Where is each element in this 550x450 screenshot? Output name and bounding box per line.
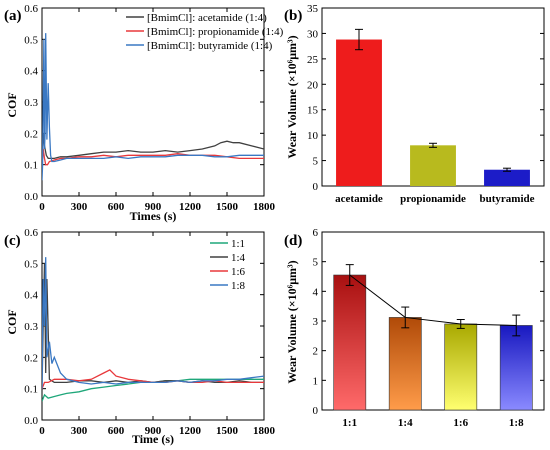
panel-a-y-tick-label: 0.2 [24, 128, 38, 140]
panel-c-label: (c) [4, 233, 21, 249]
panel-a-x-tick-label: 300 [71, 201, 88, 213]
panel-b-wear-volume-bars: (b) Wear Volume (×10⁶μm³) 0 5 10 15 20 25 30 35… [284, 3, 545, 205]
panel-b-y-tick-label: 0 [313, 181, 319, 193]
panel-c-cof-vs-time: (c) COF Time (s) 0.0 0.1 0.2 0.3 0.4 0.5 0.6 0 3… [4, 227, 276, 446]
panel-a-y-tick-label: 0.0 [24, 191, 38, 203]
panel-b-y-tick-label: 30 [307, 28, 319, 40]
panel-d-label: (d) [284, 233, 302, 249]
panel-d-y-tick-label: 2 [313, 346, 319, 358]
panel-b-y-tick-label: 25 [307, 54, 319, 66]
panel-b-category-label-1: acetamide [335, 193, 383, 205]
panel-d-wear-volume-bars: (d) Wear Volume (×10⁶μm³) 0 1 2 3 4 5 6 1:1 1:4 1… [284, 227, 545, 429]
panel-d-y-tick-label: 0 [313, 405, 319, 417]
panel-b-label: (b) [284, 8, 302, 24]
panel-c-y-tick-label: 0.6 [24, 227, 38, 239]
panel-c-y-axis-title: COF [5, 309, 19, 334]
panel-a-y-tick-label: 0.4 [24, 66, 38, 78]
panel-c-y-tick-label: 0.5 [24, 258, 38, 270]
panel-d-y-axis-title: Wear Volume (×10⁶μm³) [285, 260, 299, 383]
panel-a-series-line-3 [42, 33, 264, 181]
panel-d-bar-4 [499, 325, 533, 411]
panel-d-y-tick-label: 4 [313, 286, 319, 298]
panel-a-x-tick-label: 1200 [179, 201, 202, 213]
panel-b-y-tick-label: 20 [307, 79, 319, 91]
panel-b-y-tick-label: 15 [307, 105, 319, 117]
panel-b-category-label-3: butyramide [480, 193, 535, 205]
panel-c-legend-label-2: 1:4 [231, 252, 246, 264]
panel-a-label: (a) [4, 8, 22, 24]
panel-a-x-tick-label: 900 [145, 201, 162, 213]
panel-d-y-tick-label: 6 [313, 227, 319, 239]
panel-a-x-tick-label: 1800 [253, 201, 276, 213]
panel-c-series-line-3 [42, 369, 264, 389]
panel-c-x-axis-title: Time (s) [132, 432, 174, 446]
panel-d-y-tick-label: 1 [313, 375, 319, 387]
panel-c-y-tick-label: 0.4 [24, 290, 38, 302]
panel-d-category-label-2: 1:4 [398, 417, 413, 429]
panel-a-y-axis-title: COF [5, 92, 19, 117]
panel-c-y-tick-label: 0.3 [24, 321, 38, 333]
panel-c-legend-label-1: 1:1 [231, 238, 245, 250]
panel-a-legend-label-3: [BmimCl]: butyramide (1:4) [147, 40, 273, 52]
panel-d-category-label-3: 1:6 [453, 417, 468, 429]
panel-c-legend-label-4: 1:8 [231, 280, 246, 292]
panel-c-x-tick-label: 900 [145, 425, 162, 437]
panel-a-legend-label-1: [BmimCl]: acetamide (1:4) [147, 12, 267, 24]
panel-c-y-tick-label: 0.0 [24, 415, 38, 427]
panel-d-bar-2 [388, 317, 422, 411]
panel-b-y-tick-label: 35 [307, 3, 319, 15]
panel-d-bar-3 [444, 323, 478, 411]
panel-d-y-tick-label: 5 [313, 257, 319, 269]
panel-c-series-line-2 [42, 263, 264, 389]
panel-c-y-tick-label: 0.2 [24, 352, 38, 364]
panel-b-category-label-2: propionamide [400, 193, 466, 205]
panel-b-bar-2 [410, 145, 456, 186]
panel-a-y-tick-label: 0.3 [24, 97, 38, 109]
panel-c-legend-label-3: 1:6 [231, 266, 246, 278]
panel-b-bar-3 [484, 169, 530, 186]
panel-b-bar-1 [336, 39, 382, 186]
panel-b-y-tick-label: 5 [313, 156, 319, 168]
panel-c-y-tick-label: 0.1 [24, 384, 38, 396]
panel-d-bar-1 [333, 274, 367, 411]
panel-a-x-tick-label: 0 [39, 201, 45, 213]
panel-c-x-tick-label: 1200 [179, 425, 202, 437]
panel-a-x-tick-label: 600 [108, 201, 125, 213]
panel-d-category-label-4: 1:8 [509, 417, 524, 429]
panel-c-series-line-4 [42, 257, 264, 389]
panel-c-x-tick-label: 0 [39, 425, 45, 437]
panel-a-y-tick-label: 0.6 [24, 3, 38, 15]
panel-c-x-tick-label: 1500 [216, 425, 239, 437]
panel-d-trend-line [349, 274, 517, 326]
panel-a-series-line-1 [42, 133, 264, 171]
panel-a-y-tick-label: 0.5 [24, 34, 38, 46]
panel-a-x-axis-title: Times (s) [130, 209, 177, 223]
panel-c-x-tick-label: 600 [108, 425, 125, 437]
panel-b-y-axis-title: Wear Volume (×10⁶μm³) [285, 35, 299, 158]
panel-a-y-tick-label: 0.1 [24, 160, 38, 172]
panel-c-series-line-1 [42, 378, 264, 402]
panel-c-x-tick-label: 300 [71, 425, 88, 437]
panel-a-x-tick-label: 1500 [216, 201, 239, 213]
panel-b-y-tick-label: 10 [307, 130, 319, 142]
panel-d-y-tick-label: 3 [313, 316, 319, 328]
panel-a-cof-vs-time: (a) COF Times (s) 0.0 0.1 0.2 0.3 0.4 0.5 0.6 0… [4, 3, 284, 223]
panel-a-legend-label-2: [BmimCl]: propionamide (1:4) [147, 26, 284, 38]
panel-d-category-label-1: 1:1 [342, 417, 357, 429]
panel-c-x-tick-label: 1800 [253, 425, 276, 437]
